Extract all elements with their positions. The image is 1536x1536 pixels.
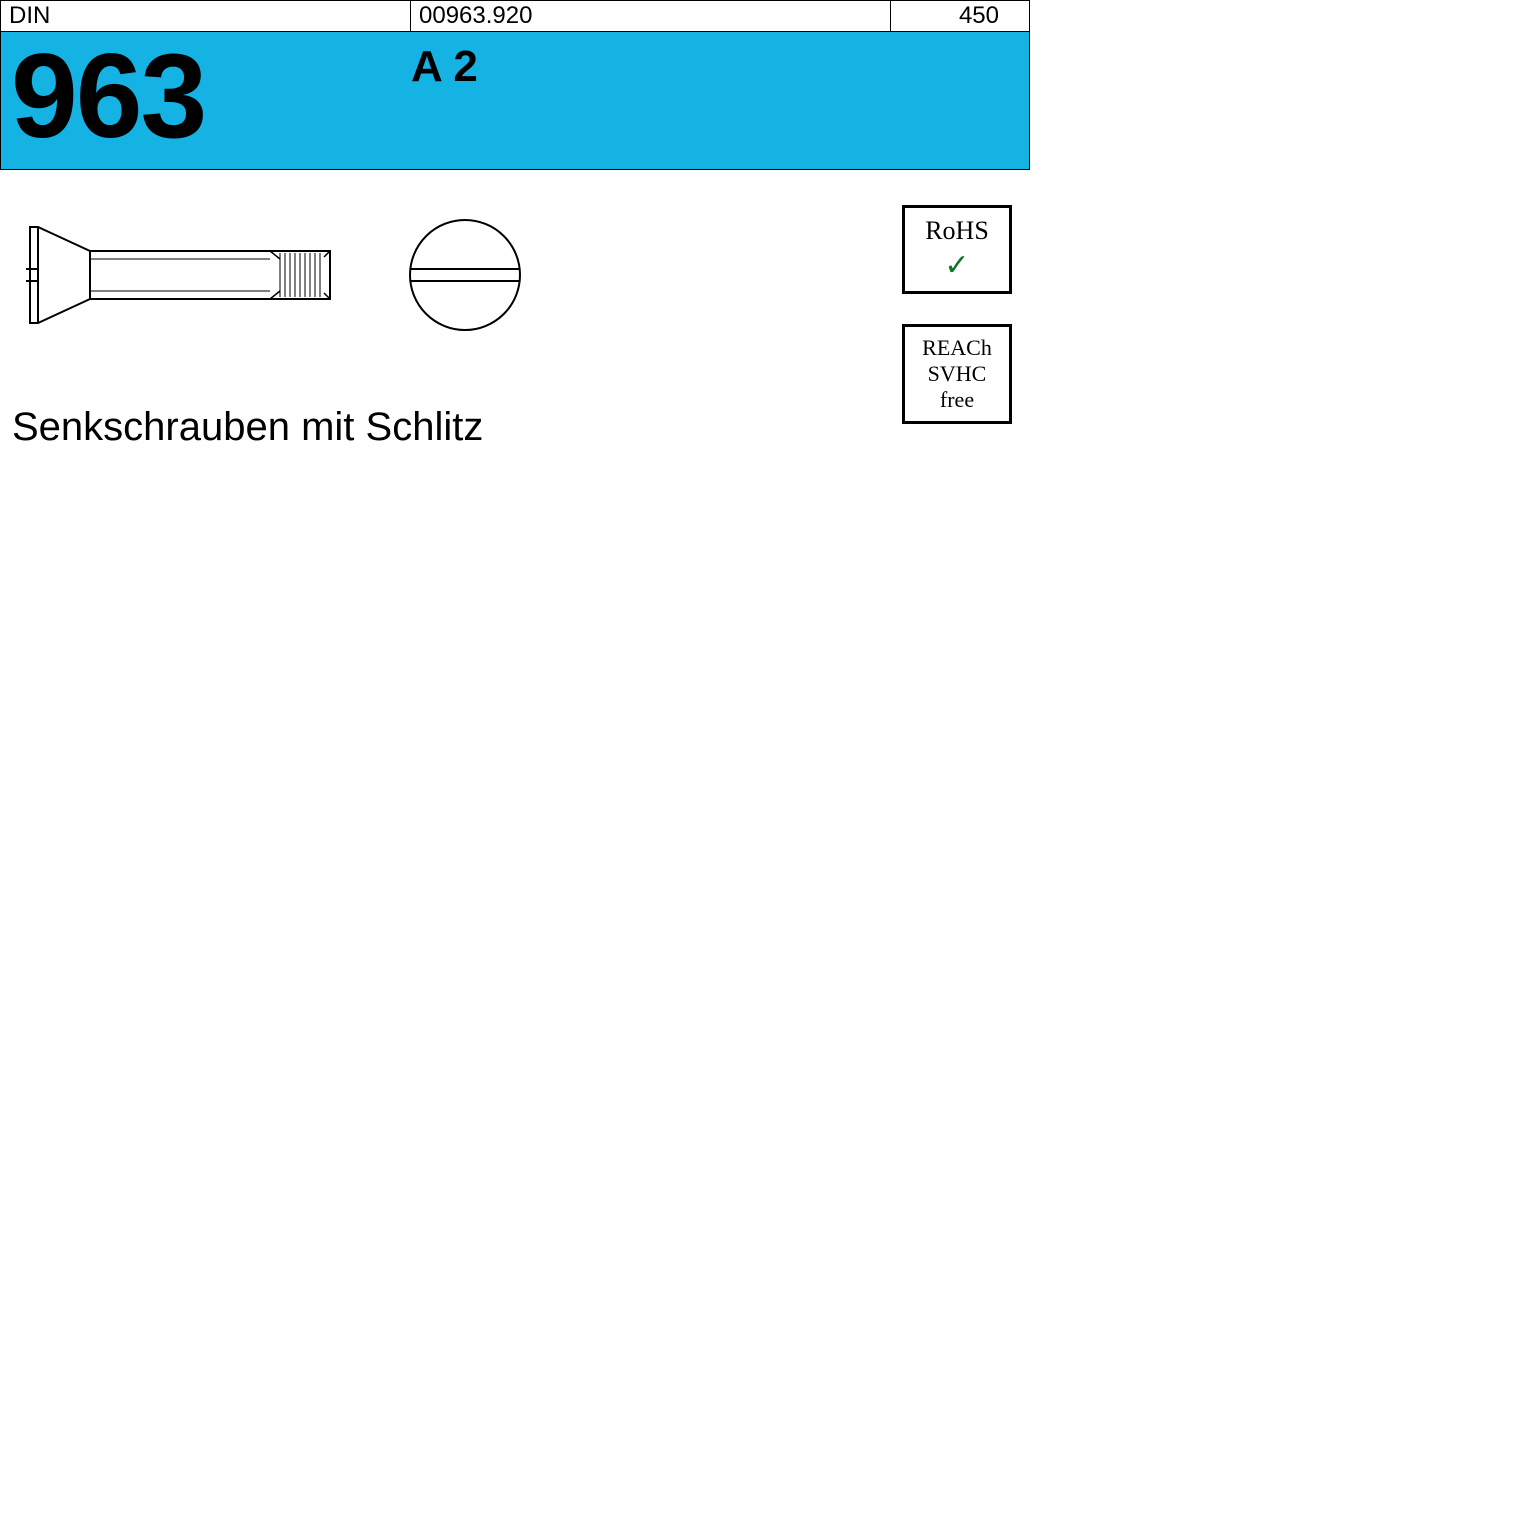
reach-badge: REACh SVHC free: [902, 324, 1012, 424]
material-grade: A 2: [411, 32, 478, 92]
diagram-row: [0, 170, 1030, 365]
din-number: 963: [11, 32, 411, 156]
check-icon: ✓: [911, 248, 1003, 283]
reach-line1: REACh: [911, 335, 1003, 361]
screw-front-view-icon: [400, 210, 530, 340]
screw-side-view-icon: [20, 205, 340, 345]
reach-line3: free: [911, 387, 1003, 413]
page-ref: 450: [891, 1, 1029, 31]
product-code: 00963.920: [411, 1, 891, 31]
standard-label: DIN: [1, 1, 411, 31]
blue-title-bar: 963 A 2: [0, 32, 1030, 170]
datasheet-card: DIN 00963.920 450 963 A 2 RoHS ✓ REACh S…: [0, 0, 1030, 1030]
rohs-badge: RoHS ✓: [902, 205, 1012, 294]
header-row: DIN 00963.920 450: [0, 0, 1030, 32]
compliance-badges: RoHS ✓ REACh SVHC free: [902, 205, 1012, 424]
product-description: Senkschrauben mit Schlitz: [12, 405, 483, 450]
reach-line2: SVHC: [911, 361, 1003, 387]
rohs-label: RoHS: [911, 216, 1003, 246]
